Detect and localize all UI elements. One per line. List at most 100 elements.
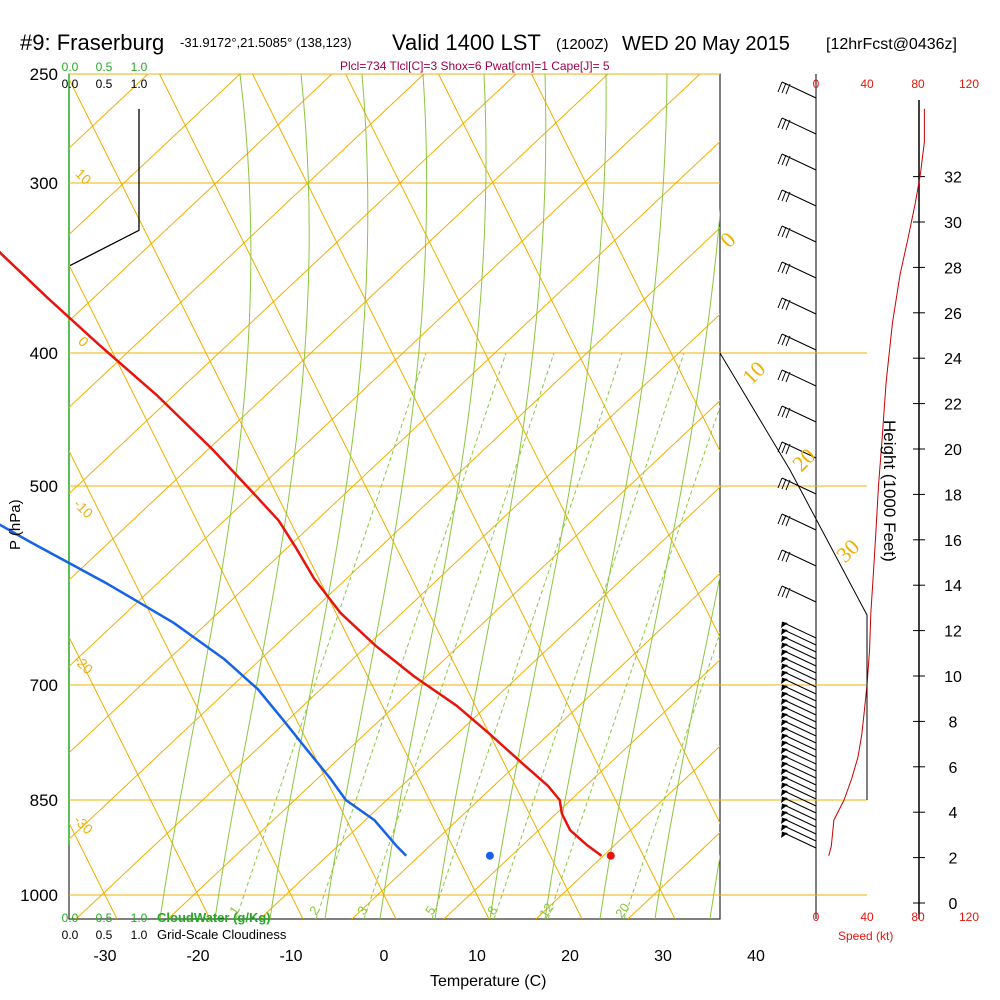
- moist-adiabat-label: 30: [831, 534, 864, 567]
- wind-barb: [777, 549, 817, 567]
- zulu-time: (1200Z): [556, 36, 609, 53]
- wind-barb: [781, 761, 817, 779]
- wind-barb: [777, 585, 817, 603]
- wind-barb: [781, 733, 817, 751]
- wind-barb: [777, 117, 817, 135]
- surface-temperature-dot: [606, 851, 615, 860]
- temp-tick-label: 10: [468, 948, 486, 965]
- wind-barb: [777, 81, 817, 99]
- wind-barb: [781, 824, 817, 842]
- wind-barb: [781, 719, 817, 737]
- temp-tick-label: 40: [747, 948, 765, 965]
- dry-adiabat: [812, 74, 1000, 919]
- temp-tick-label: -10: [279, 948, 302, 965]
- speed-tick-label: 80: [911, 910, 925, 924]
- isotherm: [69, 263, 397, 919]
- cloudiness-tick-label: 1.0: [131, 928, 148, 942]
- moist-adiabat: [709, 853, 720, 919]
- dry-adiabat-label: -20: [71, 652, 97, 678]
- isotherm: [69, 77, 490, 919]
- temperature-profile: [0, 250, 603, 857]
- forecast-date: WED 20 May 2015: [622, 33, 790, 55]
- cloudiness-profile: [69, 108, 140, 267]
- dry-adiabat: [69, 74, 241, 236]
- speed-tick-label: 40: [860, 910, 874, 924]
- wind-barb: [777, 297, 817, 315]
- moist-adiabat: [159, 74, 252, 919]
- moist-adiabat: [324, 74, 428, 919]
- moist-adiabat: [269, 74, 369, 919]
- isotherm: [252, 74, 676, 919]
- pressure-tick-label: 400: [30, 344, 58, 363]
- moist-adiabat: [489, 74, 607, 919]
- stability-indices: Plcl=734 Tlcl[C]=3 Shox=6 Pwat[cm]=1 Cap…: [340, 59, 610, 73]
- wind-barb: [781, 642, 817, 660]
- speed-tick-label: 80: [911, 77, 925, 91]
- valid-time: Valid 1400 LST: [392, 30, 541, 55]
- wind-speed-profile: [828, 108, 925, 856]
- temp-tick-label: -30: [93, 948, 116, 965]
- wind-barb: [781, 726, 817, 744]
- wind-barb: [781, 649, 817, 667]
- wind-barb: [781, 831, 817, 849]
- pressure-tick-label: 850: [30, 791, 58, 810]
- isotherm: [69, 635, 211, 919]
- wind-barb: [781, 796, 817, 814]
- isotherm: [159, 74, 583, 919]
- isotherm: [345, 74, 720, 825]
- wind-barb: [777, 513, 817, 531]
- moist-adiabat: [379, 74, 487, 919]
- wind-barb: [777, 189, 817, 207]
- height-axis-label: Height (1000 Feet): [880, 420, 899, 562]
- dry-adiabat: [69, 74, 425, 408]
- profile-lines: [0, 108, 925, 860]
- isotherm: [69, 449, 304, 919]
- mixing-ratio-line: [431, 352, 623, 919]
- dry-adiabat: [69, 74, 517, 495]
- wind-barb: [781, 810, 817, 828]
- wind-barbs: [777, 81, 817, 849]
- pressure-tick-label: 250: [30, 65, 58, 84]
- wind-barb: [781, 691, 817, 709]
- moist-adiabat-label: 20: [787, 443, 820, 476]
- wind-barb: [781, 775, 817, 793]
- height-tick-label: 16: [944, 533, 962, 550]
- height-tick-label: 6: [949, 760, 958, 777]
- wind-barb: [777, 369, 817, 387]
- mixing-ratio-label: 12: [536, 900, 557, 920]
- height-tick-label: 12: [944, 624, 962, 641]
- dry-adiabat-label: 0: [75, 333, 92, 350]
- wind-barb: [777, 153, 817, 171]
- wind-barb: [781, 740, 817, 758]
- mixing-ratio-line: [547, 405, 720, 919]
- pressure-tick-label: 300: [30, 174, 58, 193]
- speed-axis-label: Speed (kt): [838, 929, 893, 943]
- cloudwater-tick-label: 0.5: [96, 60, 113, 74]
- dry-adiabat: [75, 313, 720, 919]
- cloudiness-tick-label: 0.5: [96, 77, 113, 91]
- cloudiness-tick-label: 0.5: [96, 928, 113, 942]
- height-tick-label: 18: [944, 487, 962, 504]
- dry-adiabat: [69, 74, 609, 581]
- dry-adiabat: [69, 227, 720, 840]
- station-title: #9: Fraserburg: [20, 30, 164, 55]
- moist-adiabat-label: 0: [715, 227, 740, 252]
- mixing-ratio-line: [623, 631, 720, 919]
- moist-adiabat: [654, 574, 720, 919]
- surface-dewpoint-dot: [485, 851, 494, 860]
- temp-tick-label: 30: [654, 948, 672, 965]
- pressure-tick-label: 700: [30, 676, 58, 695]
- wind-barb: [777, 441, 817, 459]
- wind-barb: [781, 656, 817, 674]
- mixing-ratio-line: [363, 352, 555, 919]
- wind-barb: [781, 628, 817, 646]
- cloudiness-tick-label: 0.0: [62, 928, 79, 942]
- dry-adiabat-label: -10: [71, 496, 97, 522]
- cloudiness-tick-label: 0.0: [62, 77, 79, 91]
- wind-barb: [781, 747, 817, 765]
- station-coords: -31.9172°,21.5085° (138,123): [180, 35, 352, 50]
- mixing-ratio-label: 20: [612, 900, 633, 920]
- moist-adiabat: [599, 208, 720, 919]
